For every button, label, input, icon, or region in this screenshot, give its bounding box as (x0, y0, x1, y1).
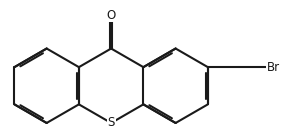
Text: Br: Br (267, 61, 280, 74)
Text: S: S (108, 116, 115, 129)
Text: O: O (107, 9, 116, 22)
